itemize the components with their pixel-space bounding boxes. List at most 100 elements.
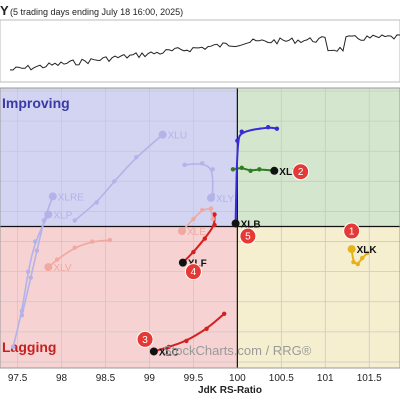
marker-badge-number: 3 bbox=[142, 335, 148, 346]
tail-point-xly bbox=[206, 193, 215, 202]
series-xlv: XLV bbox=[44, 237, 113, 274]
watermark: StockCharts.com / RRG® bbox=[163, 343, 312, 358]
marker-badge-3: 3 bbox=[136, 330, 154, 348]
series-label-xlk: XLK bbox=[357, 245, 378, 256]
marker-badge-circle bbox=[343, 222, 361, 240]
tail-point-xlk bbox=[355, 261, 361, 267]
series-label-xle: XLE bbox=[187, 227, 206, 238]
series-xlc: XLC bbox=[149, 311, 227, 358]
tail-point-xlc bbox=[184, 338, 189, 344]
tail-line-xlv bbox=[47, 239, 111, 268]
tail-point-xlp bbox=[44, 210, 53, 219]
tail-point-xlp bbox=[32, 239, 38, 244]
tail-point-xli bbox=[270, 166, 279, 175]
marker-badge-number: 5 bbox=[245, 232, 251, 243]
tail-point-xli bbox=[257, 167, 262, 172]
tail-point-xlb bbox=[235, 138, 240, 143]
marker-badge-circle bbox=[239, 227, 257, 245]
x-tick-label: 98 bbox=[56, 373, 68, 384]
chart-title-fragment: Y bbox=[0, 3, 9, 18]
rrg-plot: 97.5 98 98.5 99 99.5 100 100.5 101 101.5 Improvin… bbox=[0, 87, 400, 384]
x-tick-label: 100 bbox=[229, 373, 246, 384]
marker-badge-number: 2 bbox=[298, 167, 304, 178]
benchmark-sparkline-panel bbox=[0, 19, 400, 83]
tail-point-xlp bbox=[25, 269, 31, 274]
tail-point-xli bbox=[230, 167, 236, 172]
tail-point-xlk bbox=[347, 245, 356, 254]
marker-badge-4: 4 bbox=[184, 263, 202, 281]
tail-point-xlre bbox=[48, 192, 57, 201]
series-label-xli: XLI bbox=[279, 167, 295, 178]
x-axis-title: JdK RS-Ratio bbox=[198, 385, 262, 396]
marker-badge-2: 2 bbox=[292, 163, 310, 181]
tail-point-xlu bbox=[112, 179, 117, 184]
marker-badge-number: 1 bbox=[349, 227, 355, 238]
tail-point-xly bbox=[199, 161, 205, 166]
tail-point-xlf bbox=[191, 249, 196, 255]
tail-point-xlk bbox=[351, 259, 356, 265]
x-tick-label: 99 bbox=[144, 373, 156, 384]
tail-line-xly bbox=[183, 163, 214, 199]
x-tick-label: 99.5 bbox=[184, 373, 204, 384]
series-xle: XLE bbox=[177, 206, 215, 238]
series-label-xlre: XLRE bbox=[58, 192, 84, 203]
marker-badge-circle bbox=[292, 163, 310, 181]
tail-point-xlb bbox=[265, 124, 271, 130]
series-xlu: XLU bbox=[72, 130, 187, 223]
tail-point-xlp bbox=[10, 344, 16, 350]
tail-point-xlb bbox=[274, 126, 280, 131]
tail-line-xlb bbox=[234, 126, 278, 225]
tail-point-xlc bbox=[221, 311, 227, 317]
chart-subtitle: (5 trading days ending July 18 16:00, 20… bbox=[10, 7, 183, 17]
quadrant-leading bbox=[237, 88, 400, 227]
tail-point-xly bbox=[210, 167, 215, 172]
marker-badge-number: 4 bbox=[191, 267, 197, 278]
series-label-xlv: XLV bbox=[53, 263, 71, 274]
tail-point-xli bbox=[239, 165, 244, 170]
tail-point-xlu bbox=[94, 200, 99, 205]
tail-point-xlre bbox=[28, 275, 33, 280]
series-xlk: XLK bbox=[347, 245, 378, 267]
tail-point-xlf bbox=[202, 236, 208, 241]
marker-badge-5: 5 bbox=[239, 227, 257, 245]
series-label-xly: XLY bbox=[216, 194, 234, 205]
tail-point-xlc bbox=[204, 326, 209, 332]
plot-border bbox=[0, 87, 400, 369]
tail-point-xlk bbox=[365, 250, 370, 256]
x-tick-label: 97.5 bbox=[8, 373, 28, 384]
marker-badge-1: 1 bbox=[343, 222, 361, 240]
tail-point-xlf bbox=[178, 258, 187, 267]
tail-point-xlv bbox=[72, 245, 77, 250]
marker-badge-circle bbox=[184, 263, 202, 281]
tail-point-xle bbox=[199, 207, 205, 213]
series-xlp: XLP bbox=[10, 210, 73, 350]
tail-point-xle bbox=[177, 227, 186, 236]
tail-point-xlv bbox=[90, 239, 95, 244]
quadrant-label-improving: Improving bbox=[2, 95, 70, 111]
tail-point-xlf bbox=[212, 212, 217, 217]
tail-point-xlu bbox=[158, 130, 167, 139]
tail-point-xlv bbox=[107, 237, 113, 243]
x-tick-label: 101.5 bbox=[357, 373, 382, 384]
tail-point-xle bbox=[208, 206, 214, 211]
tail-point-xli bbox=[248, 168, 253, 173]
tail-line-xlp bbox=[12, 213, 50, 348]
tail-point-xlc bbox=[149, 347, 158, 356]
tail-point-xle bbox=[191, 216, 196, 222]
tail-line-xlu bbox=[73, 133, 164, 222]
x-tick-label: 100.5 bbox=[269, 373, 294, 384]
quadrant-improving bbox=[0, 88, 238, 227]
quadrant-label-lagging: Lagging bbox=[2, 339, 56, 355]
tail-point-xlu bbox=[72, 218, 77, 223]
series-label-xlu: XLU bbox=[168, 131, 187, 142]
tail-point-xlf bbox=[212, 222, 217, 228]
benchmark-sparkline bbox=[9, 34, 400, 71]
series-xlb: XLB bbox=[231, 124, 280, 230]
series-xly: XLY bbox=[182, 161, 234, 205]
series-label-xlp: XLP bbox=[53, 210, 72, 221]
series-label-xlb: XLB bbox=[241, 219, 261, 230]
quadrant-lagging bbox=[0, 226, 238, 368]
series-label-xlc: XLC bbox=[159, 347, 179, 358]
tail-point-xlv bbox=[54, 257, 60, 262]
